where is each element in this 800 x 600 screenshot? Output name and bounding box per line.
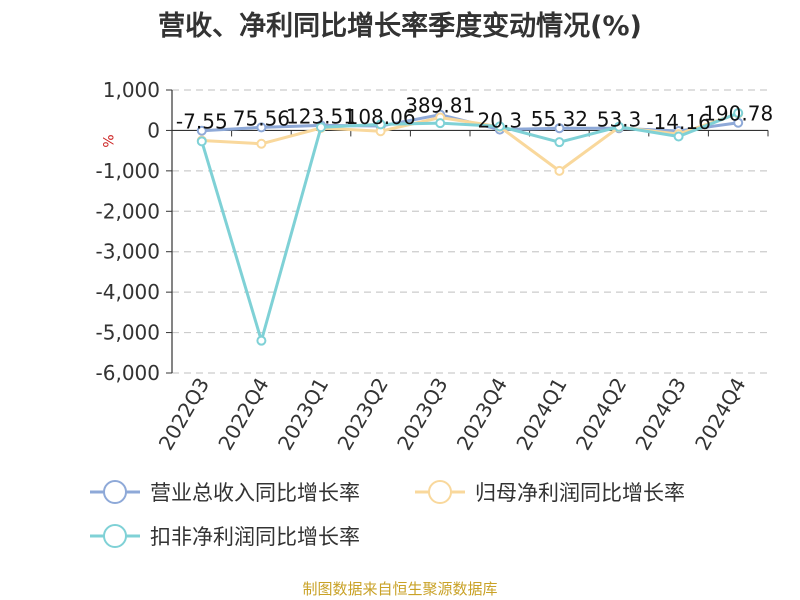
y-tick-label: 0 bbox=[147, 118, 160, 142]
series-layer bbox=[196, 108, 744, 346]
y-tick-label: -4,000 bbox=[96, 280, 160, 304]
legend-marker bbox=[103, 480, 127, 504]
x-tick-label: 2023Q1 bbox=[273, 374, 333, 455]
x-tick-label: 2024Q2 bbox=[571, 374, 631, 455]
series-3-point bbox=[614, 121, 624, 132]
x-tick-label: 2022Q4 bbox=[213, 374, 273, 455]
series-3-point bbox=[316, 122, 326, 133]
grid-layer bbox=[172, 89, 768, 374]
data-label: 55.32 bbox=[531, 107, 588, 131]
series-3-point bbox=[673, 131, 684, 142]
data-label: 108.06 bbox=[346, 105, 416, 129]
x-tick-label: 2024Q4 bbox=[690, 374, 750, 455]
series-3-point bbox=[196, 136, 207, 147]
series-2-point bbox=[256, 138, 267, 149]
series-1-point bbox=[196, 125, 207, 136]
data-label: 53.3 bbox=[597, 107, 642, 131]
x-tick-label: 2022Q3 bbox=[154, 374, 214, 455]
legend-label: 归母净利润同比增长率 bbox=[475, 481, 685, 505]
chart-title: 营收、净利同比增长率季度变动情况(%) bbox=[158, 11, 642, 42]
series-1-point bbox=[554, 123, 565, 134]
data-label: 20.3 bbox=[478, 109, 523, 133]
y-tick-label: -1,000 bbox=[96, 159, 160, 183]
y-tick-label: 1,000 bbox=[103, 78, 160, 102]
y-axis-unit: % bbox=[99, 134, 115, 147]
legend-marker bbox=[103, 524, 127, 548]
y-tick-label: -5,000 bbox=[96, 321, 160, 345]
data-label: 123.51 bbox=[286, 104, 356, 128]
y-tick-label: -2,000 bbox=[96, 199, 160, 223]
x-tick-label: 2023Q3 bbox=[392, 374, 452, 455]
series-line-3 bbox=[200, 111, 739, 343]
series-3-point bbox=[733, 108, 744, 119]
x-tick-label: 2024Q3 bbox=[630, 374, 690, 455]
legend-marker bbox=[428, 480, 452, 504]
y-tick-label: -6,000 bbox=[96, 361, 160, 385]
data-label: -7.55 bbox=[176, 110, 228, 134]
data-label: 190.78 bbox=[703, 102, 773, 126]
x-tick-label: 2023Q4 bbox=[452, 374, 512, 455]
series-3-point bbox=[375, 119, 386, 130]
data-label: 75.56 bbox=[233, 106, 290, 130]
series-1-point bbox=[256, 122, 267, 133]
series-3-point bbox=[435, 118, 446, 129]
data-label: 389.81 bbox=[405, 94, 475, 118]
series-1-point bbox=[733, 117, 744, 128]
series-3-point bbox=[494, 121, 505, 132]
y-tick-label: -3,000 bbox=[96, 240, 160, 264]
series-2-point bbox=[554, 165, 565, 176]
x-tick-label: 2023Q2 bbox=[332, 374, 392, 455]
data-label: -14.16 bbox=[646, 110, 710, 134]
series-3-point bbox=[554, 137, 565, 148]
legend-label: 扣非净利润同比增长率 bbox=[150, 525, 360, 549]
series-3-point bbox=[256, 335, 267, 346]
legend-label: 营业总收入同比增长率 bbox=[150, 481, 360, 505]
x-tick-label: 2024Q1 bbox=[511, 374, 571, 455]
data-source-footer: 制图数据来自恒生聚源数据库 bbox=[302, 580, 498, 598]
